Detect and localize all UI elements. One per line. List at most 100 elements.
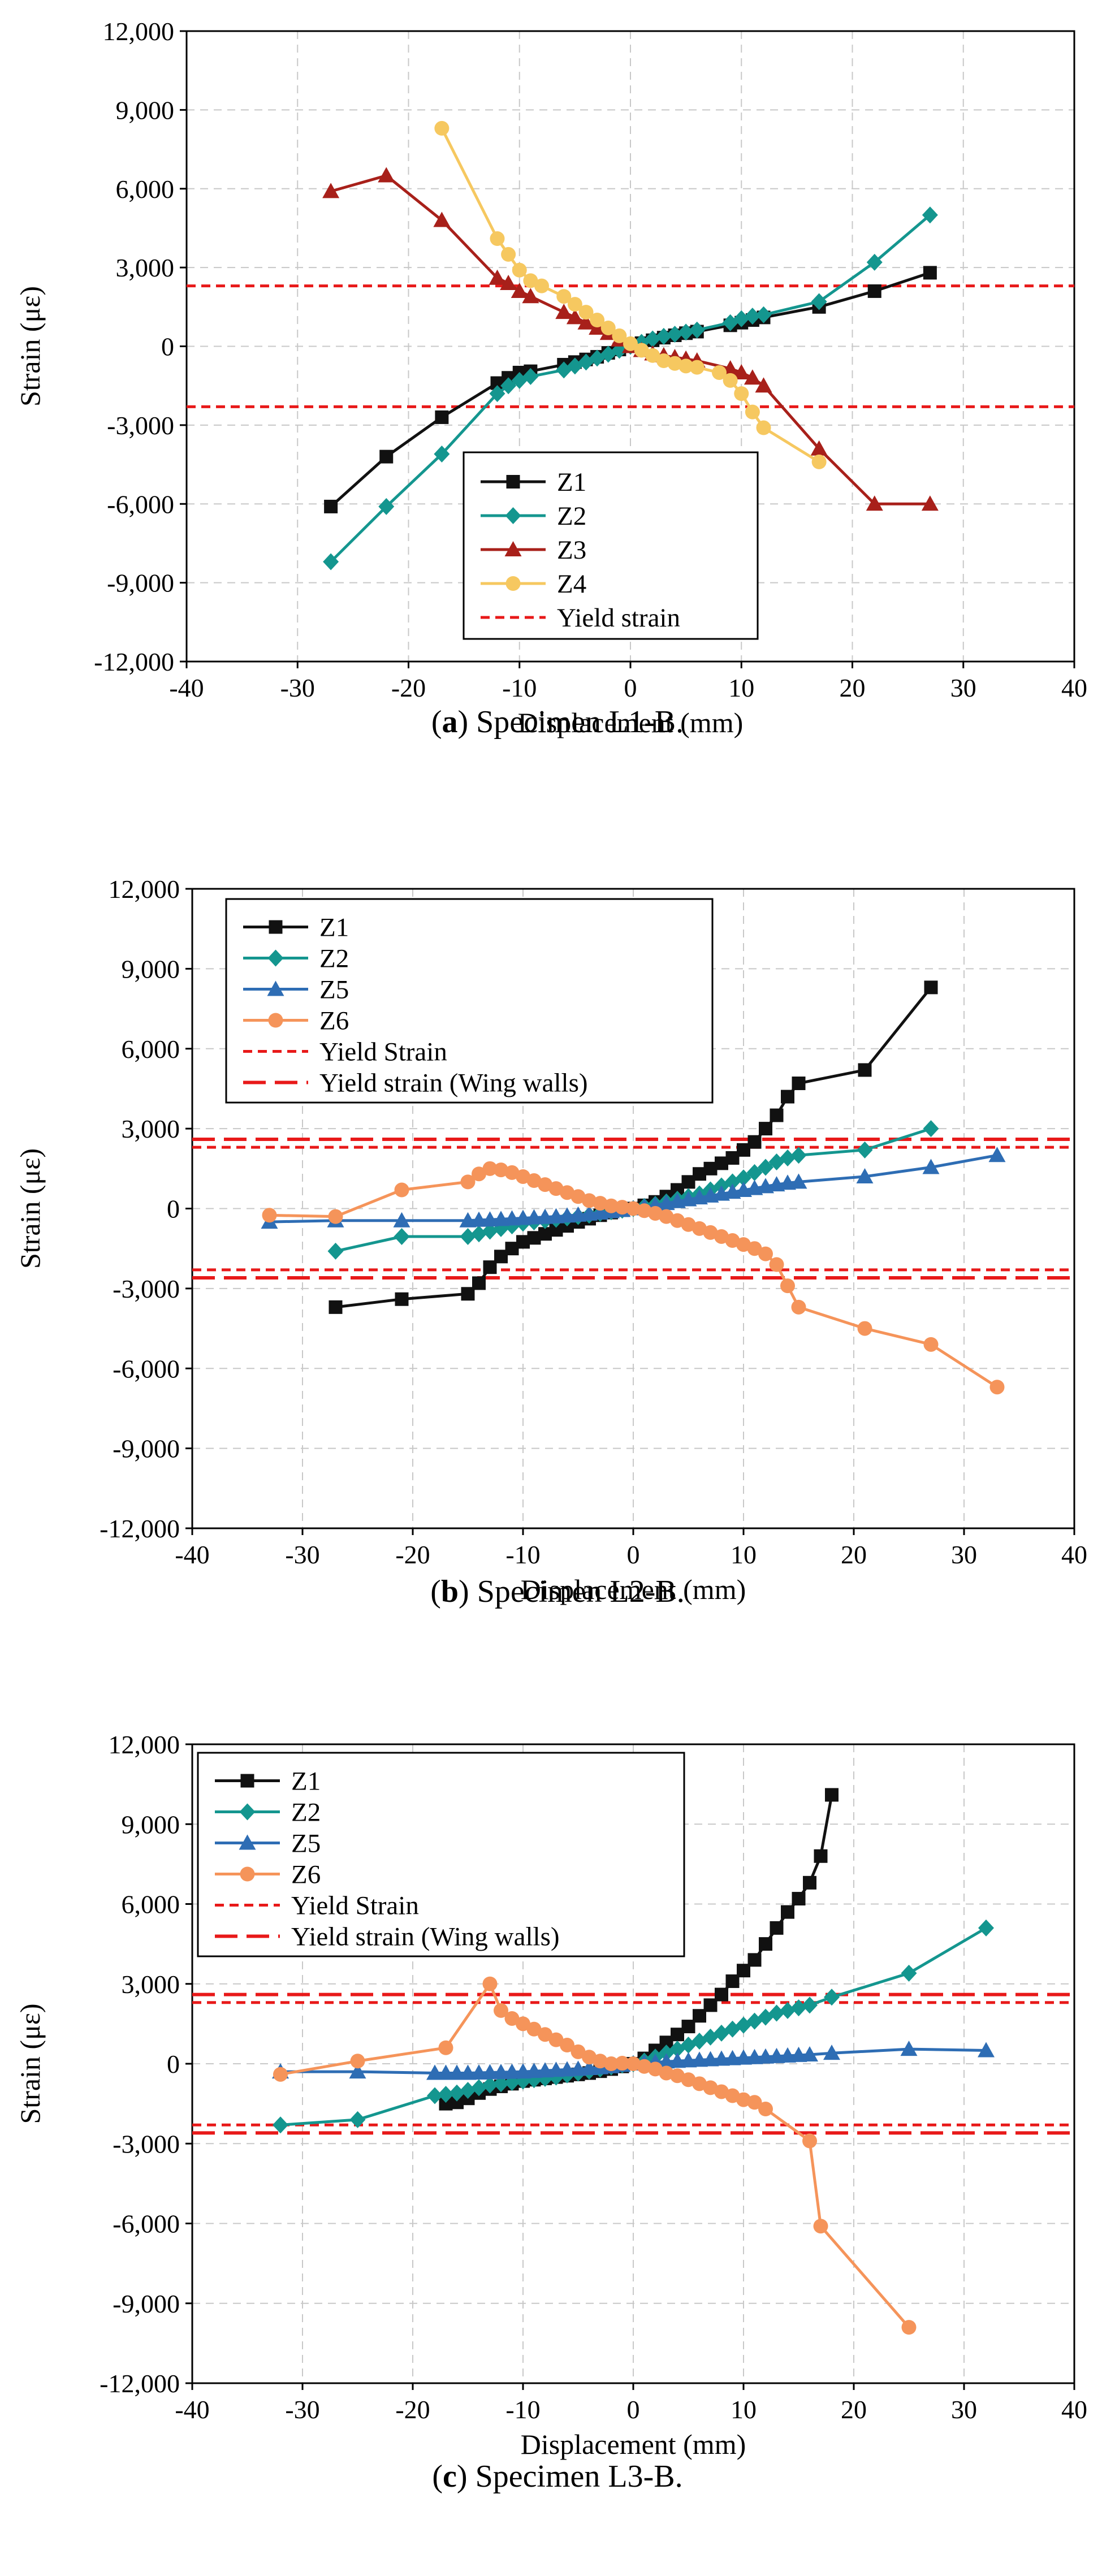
y-tick-label: -6,000 xyxy=(113,1354,180,1383)
data-point xyxy=(866,253,883,271)
caption-letter: b xyxy=(441,1574,459,1609)
data-point xyxy=(780,1278,795,1294)
data-point xyxy=(689,321,705,339)
caption-text: Specimen L2-B. xyxy=(469,1574,685,1609)
data-point xyxy=(780,2002,796,2019)
data-point xyxy=(648,1205,663,1221)
data-point xyxy=(790,2046,807,2062)
data-point xyxy=(735,2049,752,2065)
data-point xyxy=(714,2084,729,2099)
legend-marker xyxy=(505,576,521,591)
data-point xyxy=(273,2116,288,2134)
data-point xyxy=(656,353,671,369)
data-point xyxy=(780,1149,796,1166)
y-tick-label: 9,000 xyxy=(116,96,175,124)
data-point xyxy=(459,1212,477,1228)
x-tick-label: 20 xyxy=(841,2395,867,2424)
legend-label: Z1 xyxy=(557,468,586,497)
x-tick-label: 40 xyxy=(1061,1540,1087,1569)
chart-panel-a: -40 -30 -20 -10 0 10 20 30 40 -12,000 -9,000 -6,000… xyxy=(14,17,1087,740)
data-point xyxy=(523,273,538,288)
x-tick-label: -10 xyxy=(505,2395,540,2424)
y-tick-label: 9,000 xyxy=(122,954,180,983)
data-point xyxy=(612,328,627,343)
data-point xyxy=(803,1875,816,1890)
data-point xyxy=(759,1122,772,1136)
legend-box xyxy=(225,898,714,1104)
x-tick-label: -20 xyxy=(395,1540,430,1569)
data-point xyxy=(736,1169,751,1187)
data-point xyxy=(645,330,661,348)
data-point xyxy=(655,327,672,345)
series-z6 xyxy=(273,1976,917,2335)
data-point xyxy=(548,1181,564,1196)
y-tick-label: -12,000 xyxy=(100,2369,180,2398)
x-axis-title: Displacement (mm) xyxy=(518,707,744,738)
legend-marker xyxy=(504,541,522,556)
data-point xyxy=(547,2061,565,2077)
data-point xyxy=(857,1141,873,1159)
data-point xyxy=(323,553,339,570)
legend-marker xyxy=(240,1774,254,1788)
data-point xyxy=(825,1788,839,1802)
data-point xyxy=(747,1241,762,1256)
data-point xyxy=(494,1162,508,1178)
data-point xyxy=(516,1169,530,1184)
caption-text: Specimen L1-B. xyxy=(468,704,684,740)
data-point xyxy=(427,2087,443,2104)
data-point xyxy=(923,266,937,280)
legend-label: Z1 xyxy=(291,1767,321,1796)
data-point xyxy=(667,356,682,371)
data-point xyxy=(681,2072,696,2087)
data-point xyxy=(715,1987,728,2002)
data-point xyxy=(571,1189,586,1204)
data-point xyxy=(395,1292,409,1306)
caption-open: ( xyxy=(432,2459,443,2494)
data-point xyxy=(472,1166,486,1182)
x-tick-label: -30 xyxy=(280,673,315,702)
data-point xyxy=(435,410,449,424)
y-tick-label: -6,000 xyxy=(107,490,174,518)
data-point xyxy=(470,1211,487,1227)
legend-marker xyxy=(506,475,520,489)
legend-label: Yield Strain xyxy=(291,1891,419,1921)
data-point xyxy=(515,1209,531,1225)
data-point xyxy=(823,2045,840,2060)
data-point xyxy=(637,2059,652,2074)
data-point xyxy=(349,2111,366,2128)
data-point xyxy=(779,2047,796,2063)
y-tick-label: -9,000 xyxy=(107,569,174,598)
data-point xyxy=(511,282,528,298)
data-point xyxy=(755,377,772,393)
data-point xyxy=(988,1147,1006,1162)
data-point xyxy=(481,2064,499,2080)
legend-label: Z5 xyxy=(319,975,349,1005)
data-point xyxy=(758,1246,773,1261)
data-point xyxy=(582,1193,597,1208)
data-point xyxy=(578,305,594,320)
data-point xyxy=(438,2086,454,2103)
data-point xyxy=(394,1228,410,1245)
data-point xyxy=(482,1222,498,1240)
data-point xyxy=(791,1299,806,1315)
data-point xyxy=(460,2082,476,2099)
data-point xyxy=(438,2040,453,2055)
y-tick-label: -12,000 xyxy=(100,1514,180,1543)
data-point xyxy=(733,364,750,379)
data-point xyxy=(273,2067,288,2082)
data-point xyxy=(582,2050,597,2065)
legend-label: Yield Strain xyxy=(319,1038,447,1067)
data-point xyxy=(724,2050,741,2065)
x-tick-label: 0 xyxy=(627,2395,640,2424)
data-point xyxy=(328,1209,343,1224)
x-tick-label: -40 xyxy=(175,2395,209,2424)
data-point xyxy=(691,2051,708,2067)
x-tick-label: 40 xyxy=(1061,673,1087,702)
data-point xyxy=(393,1212,410,1228)
data-point xyxy=(824,1989,840,2006)
legend-label: Z5 xyxy=(291,1829,321,1858)
data-point xyxy=(593,1196,608,1211)
data-point xyxy=(923,1120,939,1138)
data-point xyxy=(634,343,649,358)
data-point xyxy=(768,2047,785,2063)
